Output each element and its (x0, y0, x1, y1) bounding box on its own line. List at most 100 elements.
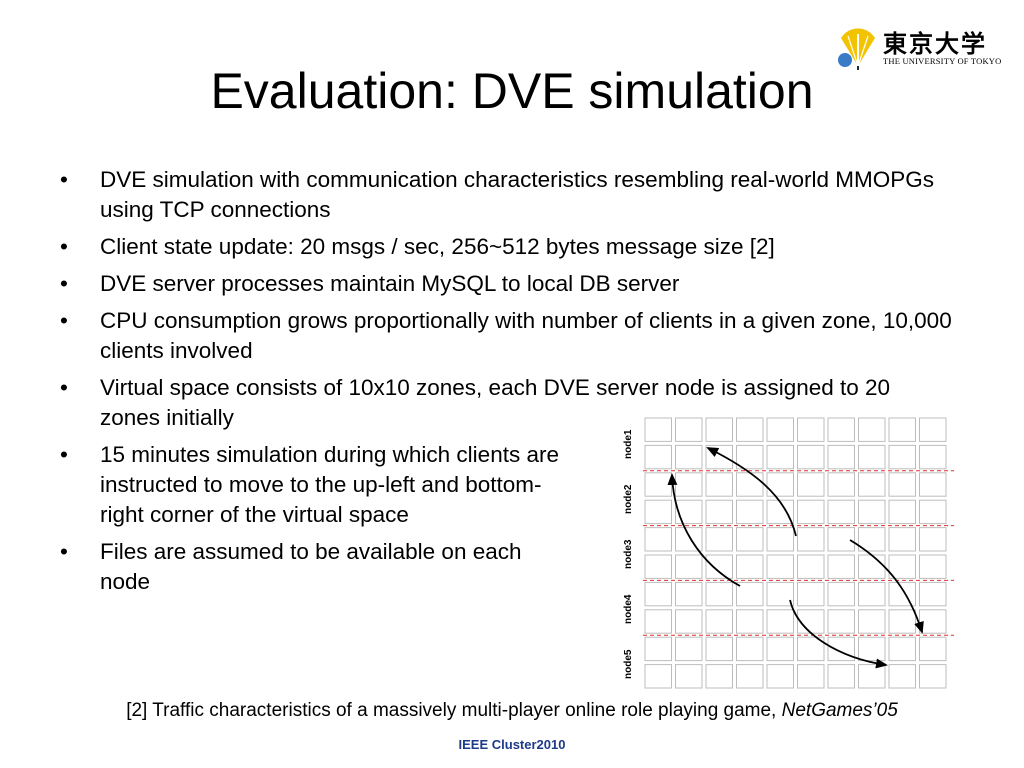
zone-cell (644, 499, 672, 525)
conference-label: IEEE Cluster2010 (458, 737, 566, 752)
zone-cell (644, 554, 672, 579)
zone-cell (919, 417, 947, 442)
zone-cell (766, 527, 794, 552)
zone-cell (858, 554, 886, 579)
zone-cell (736, 527, 764, 552)
zone-cell (766, 444, 794, 470)
zone-cell (644, 636, 672, 662)
zone-cell (888, 472, 916, 497)
zone-cell (919, 499, 947, 525)
zone-cell (675, 664, 703, 689)
bullet-item: • DVE server processes maintain MySQL to… (58, 269, 970, 299)
zone-grid-diagram: node1 node2 node3 node4 node5 (623, 417, 954, 689)
zone-cell (766, 664, 794, 689)
footnote: [2] Traffic characteristics of a massive… (0, 700, 1024, 722)
zone-cell (888, 554, 916, 579)
zone-cell (919, 609, 947, 634)
zone-cell (919, 444, 947, 470)
node-dividers (643, 470, 954, 636)
zone-cell (888, 581, 916, 607)
university-logo: 東京大学 THE UNIVERSITY OF TOKYO (835, 22, 1005, 72)
zone-cell (858, 417, 886, 442)
node-label: node5 (623, 649, 634, 679)
zone-cell (797, 581, 825, 607)
zone-cell (797, 664, 825, 689)
zone-cell (675, 527, 703, 552)
zone-cell (644, 444, 672, 470)
zone-cell (766, 636, 794, 662)
zone-cell (858, 472, 886, 497)
zone-cell (797, 609, 825, 634)
zone-cell (888, 444, 916, 470)
bullet-text: Files are assumed to be available on eac… (100, 539, 522, 594)
zone-cell (858, 609, 886, 634)
zone-cell (888, 417, 916, 442)
bullet-text: 15 minutes simulation during which clien… (100, 442, 559, 527)
logo-english: THE UNIVERSITY OF TOKYO (883, 56, 1002, 66)
bullet-text: Virtual space consists of 10x10 zones, e… (100, 375, 891, 430)
grid-cells (644, 417, 947, 689)
bullet-dot: • (60, 442, 68, 467)
zone-cell (736, 581, 764, 607)
zone-cell (766, 581, 794, 607)
zone-cell (827, 499, 855, 525)
zone-cell (827, 444, 855, 470)
bullet-text: Client state update: 20 msgs / sec, 256~… (100, 234, 775, 259)
zone-cell (858, 581, 886, 607)
zone-cell (827, 609, 855, 634)
zone-cell (736, 417, 764, 442)
zone-cell (705, 417, 733, 442)
zone-cell (888, 664, 916, 689)
zone-cell (919, 636, 947, 662)
node-labels: node1 node2 node3 node4 node5 (623, 429, 634, 679)
zone-cell (675, 444, 703, 470)
zone-cell (797, 527, 825, 552)
zone-cell (675, 499, 703, 525)
zone-cell (827, 581, 855, 607)
zone-cell (827, 527, 855, 552)
bullet-item: • 15 minutes simulation during which cli… (58, 440, 570, 530)
bullet-item: • DVE simulation with communication char… (58, 165, 970, 225)
bullet-text: DVE simulation with communication charac… (100, 167, 935, 222)
zone-cell (644, 472, 672, 497)
bullet-item: • Client state update: 20 msgs / sec, 25… (58, 232, 970, 262)
zone-cell (766, 554, 794, 579)
zone-cell (675, 636, 703, 662)
zone-cell (705, 472, 733, 497)
zone-cell (736, 664, 764, 689)
bullet-item: • Virtual space consists of 10x10 zones,… (58, 373, 900, 433)
zone-cell (644, 527, 672, 552)
bullet-dot: • (60, 234, 68, 259)
bullet-dot: • (60, 167, 68, 192)
zone-cell (858, 499, 886, 525)
bullet-item: • CPU consumption grows proportionally w… (58, 306, 970, 366)
bullet-item: • Files are assumed to be available on e… (58, 537, 570, 597)
zone-cell (919, 581, 947, 607)
node-label: node4 (623, 594, 634, 624)
ginkgo-leaf-icon (838, 28, 875, 70)
arrow-to-lower-right-b (789, 599, 888, 669)
zone-cell (705, 609, 733, 634)
zone-cell (705, 527, 733, 552)
zone-cell (675, 581, 703, 607)
zone-cell (858, 636, 886, 662)
zone-cell (675, 609, 703, 634)
zone-cell (888, 636, 916, 662)
zone-cell (919, 472, 947, 497)
zone-cell (797, 417, 825, 442)
zone-cell (827, 554, 855, 579)
node-label: node1 (623, 429, 634, 459)
zone-cell (675, 417, 703, 442)
zone-cell (827, 636, 855, 662)
zone-cell (644, 664, 672, 689)
zone-cell (644, 581, 672, 607)
node-label: node3 (623, 539, 634, 569)
zone-cell (797, 472, 825, 497)
zone-cell (858, 444, 886, 470)
footnote-venue: NetGames’05 (781, 700, 898, 721)
zone-cell (736, 636, 764, 662)
zone-cell (827, 664, 855, 689)
zone-cell (888, 609, 916, 634)
zone-cell (766, 609, 794, 634)
zone-cell (705, 581, 733, 607)
